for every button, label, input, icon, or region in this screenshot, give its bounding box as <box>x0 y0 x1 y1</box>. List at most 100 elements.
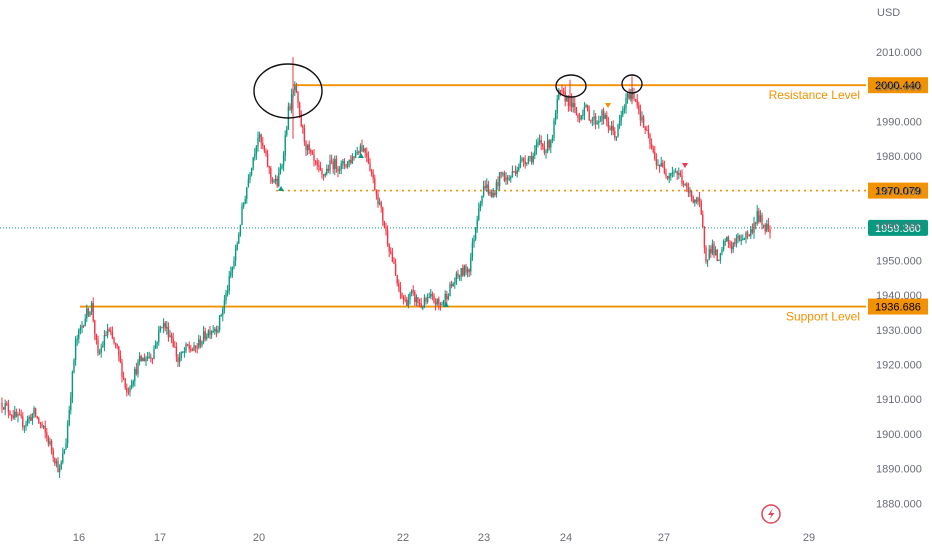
candle-body <box>670 172 672 176</box>
candle-body <box>516 170 518 174</box>
candle-body <box>745 232 747 239</box>
candle-body <box>161 327 163 329</box>
candle-body <box>705 247 707 262</box>
candle-body <box>466 269 469 273</box>
candle-body <box>9 412 11 416</box>
candle-body <box>529 156 531 159</box>
candle-body <box>410 290 413 294</box>
candle-body <box>124 378 126 388</box>
candle-body <box>681 175 683 184</box>
candle-body <box>407 299 410 306</box>
candle-body <box>398 283 400 287</box>
candle-body <box>748 234 750 236</box>
candle-body <box>222 309 224 316</box>
candle-body <box>343 161 346 166</box>
candle-body <box>527 158 530 163</box>
candle-body <box>726 237 728 242</box>
candle-body <box>244 198 246 204</box>
candle-body <box>334 159 336 170</box>
candle-body <box>265 151 267 154</box>
candle-body <box>684 183 686 185</box>
candle-body <box>383 221 386 228</box>
candle-body <box>138 355 141 362</box>
candle-body <box>164 322 166 329</box>
candle-body <box>713 243 715 256</box>
candle-body <box>458 276 461 278</box>
candle-body <box>758 210 760 222</box>
candle-body <box>20 415 22 417</box>
candle-body <box>122 376 125 379</box>
candle-body <box>254 153 256 158</box>
price-level-tag-text: 1970.079 <box>875 186 921 198</box>
candle-body <box>236 243 238 250</box>
candle-body <box>148 356 150 358</box>
candle-body <box>257 137 259 147</box>
candle-body <box>494 192 496 195</box>
candle-body <box>47 437 50 445</box>
y-tick-label: 1890.000 <box>876 464 922 476</box>
candle-body <box>446 293 448 300</box>
candle-body <box>348 159 350 162</box>
candle-body <box>703 227 706 248</box>
candle-body <box>630 94 632 99</box>
candle-body <box>695 199 698 203</box>
candle-body <box>15 411 18 417</box>
candle-body <box>113 337 115 343</box>
candle-body <box>662 162 664 167</box>
candle-body <box>591 119 594 121</box>
candle-body <box>90 302 93 312</box>
candle-body <box>655 158 658 166</box>
candle-body <box>543 146 546 153</box>
candle-body <box>145 358 147 362</box>
candle-body <box>414 291 416 302</box>
candle-body <box>126 387 128 392</box>
candle-body <box>55 461 58 464</box>
candle-body <box>199 339 202 346</box>
candle-body <box>660 162 662 167</box>
candle-body <box>362 148 365 152</box>
candle-body <box>522 158 525 161</box>
candle-body <box>746 232 749 235</box>
candle-body <box>342 161 344 164</box>
candle-body <box>180 352 182 359</box>
candle-body <box>678 173 680 175</box>
candle-body <box>479 204 482 209</box>
candle-body <box>471 242 474 258</box>
candle-body <box>364 148 366 153</box>
candle-body <box>353 156 355 158</box>
candle-body <box>460 268 462 277</box>
candle-body <box>390 251 392 254</box>
lightning-icon[interactable] <box>761 504 781 524</box>
candle-body <box>682 183 685 185</box>
candle-body <box>735 238 738 244</box>
candle-body <box>321 170 323 175</box>
candle-body <box>502 173 504 175</box>
candle-body <box>706 259 709 262</box>
candle-body <box>82 325 85 327</box>
candle-body <box>46 432 48 438</box>
candle-body <box>606 115 608 122</box>
candle-body <box>521 158 523 161</box>
candle-body <box>316 161 318 166</box>
candle-body <box>428 297 430 299</box>
candle-body <box>182 352 184 354</box>
candle-body <box>418 303 421 305</box>
y-tick-label: 1960.000 <box>876 221 922 233</box>
drawn-circle-annotation <box>621 74 643 94</box>
candle-body <box>588 110 590 121</box>
candle-body <box>42 426 45 428</box>
candle-body <box>274 178 277 182</box>
candle-body <box>679 173 682 176</box>
candle-body <box>649 134 651 145</box>
candle-body <box>601 110 603 121</box>
candle-body <box>638 105 640 111</box>
candle-body <box>335 159 338 169</box>
candle-body <box>524 160 526 165</box>
candle-body <box>510 176 512 179</box>
candle-body <box>551 137 554 141</box>
x-tick-label: 22 <box>397 532 409 544</box>
candle-body <box>322 174 325 176</box>
drawn-circle-annotation <box>253 63 323 119</box>
candle-body <box>105 335 107 337</box>
